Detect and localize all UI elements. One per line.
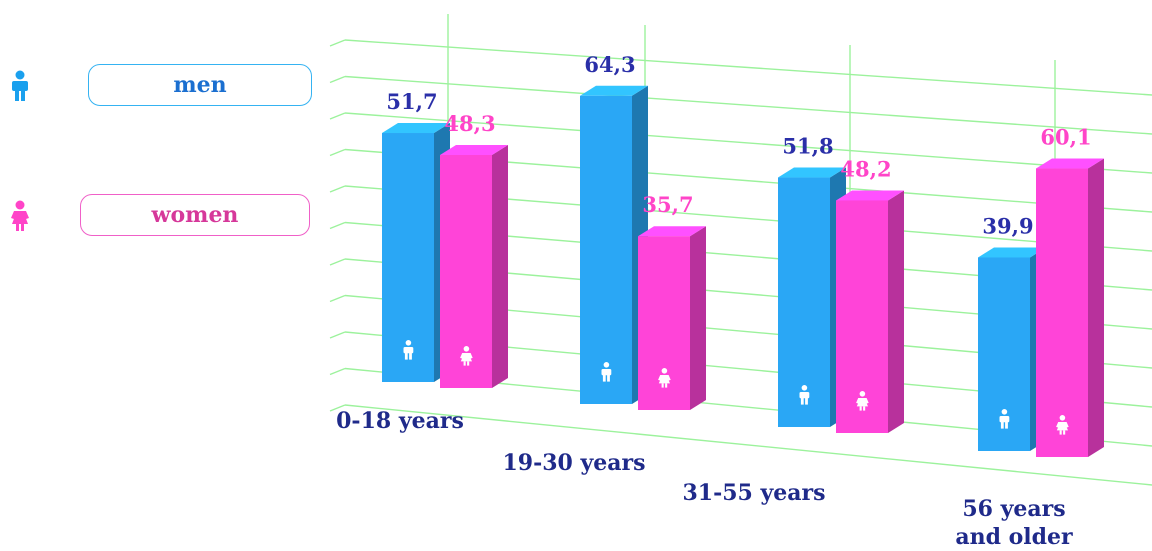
bar-women-3 bbox=[1036, 158, 1104, 457]
woman-icon bbox=[1056, 415, 1069, 435]
legend-item-women: women bbox=[8, 194, 318, 238]
woman-icon bbox=[856, 391, 869, 411]
bar-men-3 bbox=[978, 247, 1046, 451]
bar-women-2 bbox=[836, 190, 904, 433]
chart-bars bbox=[382, 85, 1104, 457]
grid-line bbox=[329, 404, 346, 412]
grid-line bbox=[344, 112, 1152, 174]
bar-women-0 bbox=[440, 144, 508, 388]
woman-icon bbox=[658, 368, 671, 388]
value-label-men-2: 51,8 bbox=[782, 134, 833, 159]
grid-line bbox=[329, 75, 346, 84]
value-label-women-2: 48,2 bbox=[840, 156, 891, 181]
bar-men-0 bbox=[382, 123, 450, 382]
value-label-men-0: 51,7 bbox=[386, 89, 437, 114]
legend: men women bbox=[0, 0, 320, 260]
category-labels: 0-18 years 19-30 years 31-55 years 56 years… bbox=[336, 408, 1073, 550]
value-label-women-1: 35,7 bbox=[642, 192, 693, 217]
man-icon bbox=[12, 70, 28, 101]
value-label-women-3: 60,1 bbox=[1040, 125, 1091, 150]
grid-line bbox=[329, 148, 346, 157]
grid-line bbox=[329, 112, 346, 120]
bar-men-1 bbox=[580, 85, 648, 404]
legend-label-men: men bbox=[88, 64, 312, 106]
man-icon bbox=[601, 362, 612, 382]
value-labels: 51,7 48,3 64,3 35,7 51,8 48,2 39,9 60,1 bbox=[386, 52, 1091, 239]
category-label-2: 31-55 years bbox=[682, 480, 825, 506]
man-icon bbox=[999, 409, 1010, 429]
grid-line bbox=[329, 185, 346, 193]
woman-icon bbox=[11, 200, 29, 231]
legend-item-men: men bbox=[8, 64, 318, 108]
grid-line bbox=[329, 294, 346, 303]
value-label-men-1: 64,3 bbox=[584, 52, 635, 77]
grid-line bbox=[344, 404, 1152, 486]
grid-line bbox=[329, 331, 346, 339]
grid-line bbox=[329, 258, 346, 266]
man-icon bbox=[799, 385, 810, 405]
category-label-1: 19-30 years bbox=[502, 450, 645, 476]
grid-line bbox=[329, 367, 346, 376]
grid-line bbox=[329, 39, 346, 47]
category-label-3: and older bbox=[955, 524, 1073, 550]
bar-men-2 bbox=[778, 167, 846, 428]
bar-women-1 bbox=[638, 226, 706, 410]
man-icon bbox=[403, 340, 414, 360]
grid-line bbox=[344, 75, 1152, 135]
legend-label-women: women bbox=[80, 194, 310, 236]
value-label-women-0: 48,3 bbox=[444, 111, 495, 136]
category-label-0: 0-18 years bbox=[336, 408, 464, 434]
grid-line bbox=[344, 39, 1152, 96]
category-label-3: 56 years bbox=[962, 496, 1065, 522]
value-label-men-3: 39,9 bbox=[982, 213, 1033, 238]
woman-icon bbox=[460, 346, 473, 366]
grid-line bbox=[329, 221, 346, 230]
